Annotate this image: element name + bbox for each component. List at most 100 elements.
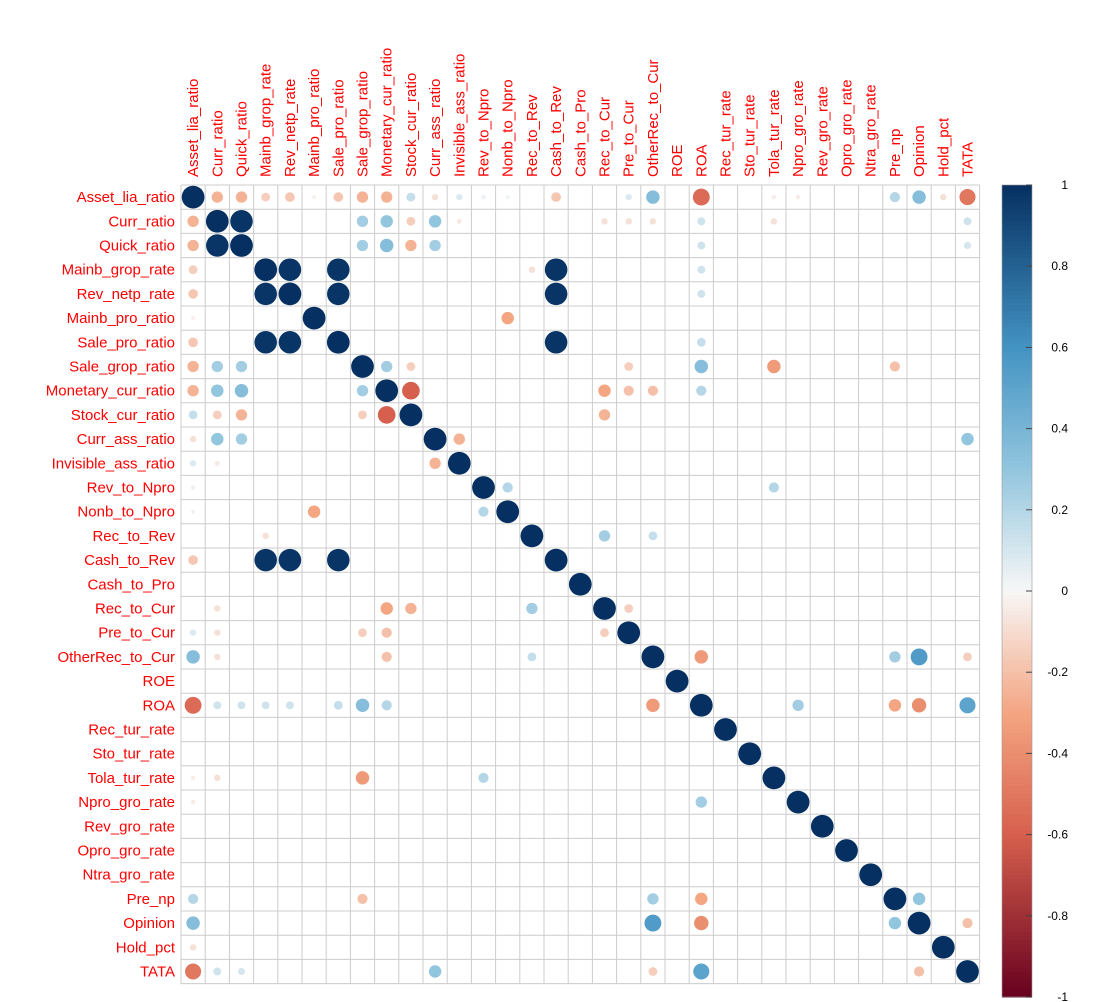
legend-swatch <box>1002 473 1032 478</box>
corr-circle-ROA-Asset_lia_ratio <box>184 696 202 714</box>
corr-circle-Pre_np-Sale_grop_ratio <box>357 893 368 904</box>
corr-circle-ROA-OtherRec_to_Cur <box>646 698 660 713</box>
row-label-Tola_tur_rate: Tola_tur_rate <box>87 770 175 787</box>
legend-swatch <box>1002 444 1032 450</box>
corr-circle-Mainb_grop_rate-Rec_to_Rev <box>528 266 536 273</box>
legend-swatch <box>1002 651 1032 657</box>
col-label-ROE: ROE <box>669 144 686 177</box>
corr-circle-Quick_ratio-TATA <box>963 241 972 250</box>
corr-circle-Cash_to_Rev-Asset_lia_ratio <box>188 555 198 565</box>
corr-circle-TATA-Quick_ratio <box>237 967 246 976</box>
corr-circle-Rev_netp_rate-Rev_netp_rate <box>278 282 302 306</box>
legend-swatch <box>1002 574 1032 580</box>
row-label-Rec_to_Cur: Rec_to_Cur <box>95 601 175 618</box>
legend-swatch <box>1002 972 1032 978</box>
legend-swatch <box>1002 347 1032 353</box>
legend-swatch <box>1002 806 1032 811</box>
legend-swatch <box>1002 241 1032 247</box>
corr-circle-Nonb_to_Npro-Mainb_pro_ratio <box>307 505 321 518</box>
legend-swatch <box>1002 509 1032 515</box>
legend-swatch <box>1002 696 1032 702</box>
legend-swatch <box>1002 838 1032 844</box>
legend-swatch <box>1002 952 1032 957</box>
legend-swatch <box>1002 310 1032 316</box>
legend-swatch <box>1002 773 1032 779</box>
legend-swatch <box>1002 794 1032 799</box>
legend-swatch <box>1002 323 1032 328</box>
col-label-TATA: TATA <box>960 142 977 177</box>
corr-circle-Npro_gro_rate-Npro_gro_rate <box>786 790 810 814</box>
row-label-Opinion: Opinion <box>123 915 175 932</box>
legend-swatch <box>1002 927 1032 933</box>
corr-circle-Mainb_grop_rate-Asset_lia_ratio <box>188 265 198 275</box>
legend-swatch <box>1002 416 1032 422</box>
corr-circle-Quick_ratio-Sale_grop_ratio <box>356 239 369 252</box>
legend-swatch <box>1002 867 1032 872</box>
corr-circle-Rev_netp_rate-Mainb_grop_rate <box>254 282 277 306</box>
legend-swatch <box>1002 237 1032 243</box>
legend-swatch <box>1002 595 1032 600</box>
col-label-Invisible_ass_ratio: Invisible_ass_ratio <box>451 54 468 177</box>
corr-circle-Asset_lia_ratio-Quick_ratio <box>235 191 248 203</box>
legend-swatch <box>1002 501 1032 507</box>
row-label-Ntra_gro_rate: Ntra_gro_rate <box>82 867 175 884</box>
legend-tick-label: 0.6 <box>1051 340 1068 354</box>
corr-circle-Curr_ratio-Invisible_ass_ratio <box>456 218 462 224</box>
legend-swatch <box>1002 412 1032 418</box>
legend-swatch <box>1002 749 1032 754</box>
corr-circle-Quick_ratio-Asset_lia_ratio <box>187 239 199 252</box>
legend-swatch <box>1002 318 1032 324</box>
corr-circle-Monetary_cur_ratio-OtherRec_to_Cur <box>647 385 658 396</box>
legend-swatch <box>1002 668 1032 673</box>
col-label-Sto_tur_rate: Sto_tur_rate <box>742 94 759 177</box>
legend-swatch <box>1002 599 1032 604</box>
corr-circle-Rec_to_Cur-Rec_to_Rev <box>526 602 538 615</box>
corr-circle-Rec_to_Cur-Curr_ratio <box>214 605 221 612</box>
corr-circle-Curr_ratio-Curr_ratio <box>205 209 229 233</box>
legend-swatch <box>1002 753 1032 759</box>
legend-swatch <box>1002 676 1032 681</box>
row-label-Curr_ratio: Curr_ratio <box>108 213 175 230</box>
row-label-Mainb_pro_ratio: Mainb_pro_ratio <box>67 310 175 327</box>
legend-swatch <box>1002 619 1032 625</box>
corr-circle-Monetary_cur_ratio-Sale_grop_ratio <box>356 385 369 397</box>
corr-circle-Asset_lia_ratio-ROA <box>692 188 710 206</box>
legend-swatch <box>1002 899 1032 905</box>
corr-circle-ROA-Npro_gro_rate <box>792 699 804 711</box>
legend-swatch <box>1002 692 1032 698</box>
corr-circle-Asset_lia_ratio-Mainb_pro_ratio <box>312 195 317 200</box>
corr-circle-Asset_lia_ratio-Rev_netp_rate <box>285 192 295 202</box>
col-label-Sale_grop_ratio: Sale_grop_ratio <box>355 71 372 177</box>
corr-circle-Pre_to_Cur-Monetary_cur_ratio <box>381 627 392 638</box>
legend-swatch <box>1002 850 1032 856</box>
corr-circle-Rev_netp_rate-ROA <box>697 289 706 298</box>
legend-swatch <box>1002 936 1032 941</box>
legend-swatch <box>1002 258 1032 263</box>
legend-swatch <box>1002 189 1032 194</box>
legend-swatch <box>1002 660 1032 665</box>
legend-swatch <box>1002 298 1032 304</box>
col-label-Rec_to_Cur: Rec_to_Cur <box>597 97 614 177</box>
legend-swatch <box>1002 915 1032 921</box>
legend-swatch <box>1002 517 1032 523</box>
corr-circle-Asset_lia_ratio-Tola_tur_rate <box>771 194 777 200</box>
legend-swatch <box>1002 879 1032 884</box>
corr-circle-Pre_np-OtherRec_to_Cur <box>647 893 659 905</box>
legend-swatch <box>1002 436 1032 442</box>
legend-swatch <box>1002 647 1032 653</box>
corr-circle-Pre_np-Asset_lia_ratio <box>188 893 199 904</box>
col-label-Ntra_gro_rate: Ntra_gro_rate <box>863 84 880 177</box>
legend-swatch <box>1002 558 1032 564</box>
row-label-Sale_grop_ratio: Sale_grop_ratio <box>69 359 175 376</box>
legend-swatch <box>1002 919 1032 925</box>
legend-swatch <box>1002 290 1032 296</box>
corr-circle-Monetary_cur_ratio-Rec_to_Cur <box>598 384 611 397</box>
legend-swatch <box>1002 481 1032 487</box>
col-label-Hold_pct: Hold_pct <box>935 117 952 177</box>
legend-swatch <box>1002 834 1032 840</box>
corr-circle-TATA-Opinion <box>914 966 925 977</box>
legend-swatch <box>1002 948 1032 953</box>
corr-circle-Pre_to_Cur-Sale_grop_ratio <box>358 628 367 638</box>
corr-circle-Curr_ratio-Rec_to_Cur <box>601 218 608 225</box>
corr-circle-Monetary_cur_ratio-Asset_lia_ratio <box>187 385 199 397</box>
